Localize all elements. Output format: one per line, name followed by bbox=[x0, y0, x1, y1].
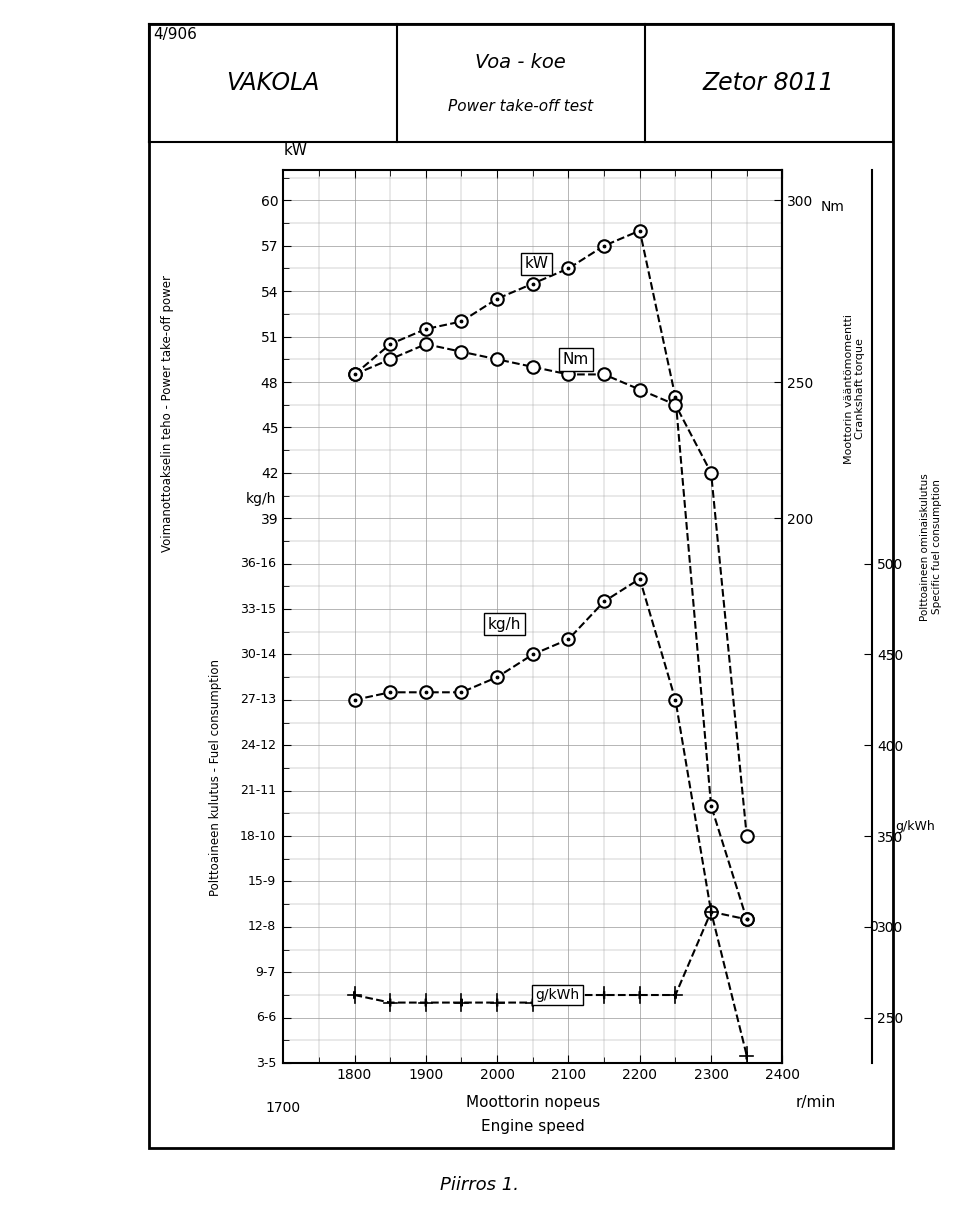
Text: kW: kW bbox=[283, 143, 307, 158]
Text: 36-16: 36-16 bbox=[240, 558, 276, 570]
Text: VAKOLA: VAKOLA bbox=[227, 72, 320, 95]
Text: Voimanottoakselin teho - Power take-off power: Voimanottoakselin teho - Power take-off … bbox=[161, 275, 175, 552]
Text: 30-14: 30-14 bbox=[240, 648, 276, 661]
Text: Moottorin vääntömomentti
Crankshaft torque: Moottorin vääntömomentti Crankshaft torq… bbox=[844, 313, 865, 464]
Text: 18-10: 18-10 bbox=[240, 830, 276, 842]
Text: Piirros 1.: Piirros 1. bbox=[441, 1176, 519, 1193]
Text: 1700: 1700 bbox=[266, 1101, 300, 1115]
Text: Moottorin nopeus: Moottorin nopeus bbox=[466, 1095, 600, 1109]
Text: Zetor 8011: Zetor 8011 bbox=[703, 72, 834, 95]
Text: Nm: Nm bbox=[563, 352, 588, 367]
Text: g/kWh: g/kWh bbox=[536, 988, 580, 1002]
Text: kg/h: kg/h bbox=[488, 617, 521, 632]
Text: Polttoaineen ominaiskulutus
Specific fuel consumption: Polttoaineen ominaiskulutus Specific fue… bbox=[921, 473, 942, 621]
Text: 3-5: 3-5 bbox=[255, 1057, 276, 1069]
Text: r/min: r/min bbox=[796, 1095, 836, 1109]
Text: 6-6: 6-6 bbox=[255, 1011, 276, 1024]
Text: 4/906: 4/906 bbox=[154, 27, 198, 41]
Text: 0: 0 bbox=[869, 920, 878, 934]
Text: kW: kW bbox=[524, 256, 548, 271]
Text: 27-13: 27-13 bbox=[240, 694, 276, 706]
Text: kg/h: kg/h bbox=[246, 492, 276, 507]
Text: 21-11: 21-11 bbox=[240, 784, 276, 797]
Text: 12-8: 12-8 bbox=[248, 921, 276, 933]
Text: g/kWh: g/kWh bbox=[895, 820, 935, 832]
Text: Engine speed: Engine speed bbox=[481, 1119, 585, 1134]
Text: Power take-off test: Power take-off test bbox=[448, 100, 593, 114]
Text: Nm: Nm bbox=[821, 199, 844, 214]
Text: 15-9: 15-9 bbox=[248, 875, 276, 888]
Text: 9-7: 9-7 bbox=[255, 966, 276, 979]
Text: 33-15: 33-15 bbox=[240, 603, 276, 616]
Text: 24-12: 24-12 bbox=[240, 739, 276, 752]
Text: Polttoaineen kulutus - Fuel consumption: Polttoaineen kulutus - Fuel consumption bbox=[209, 659, 223, 897]
Text: Voa - koe: Voa - koe bbox=[475, 52, 566, 72]
